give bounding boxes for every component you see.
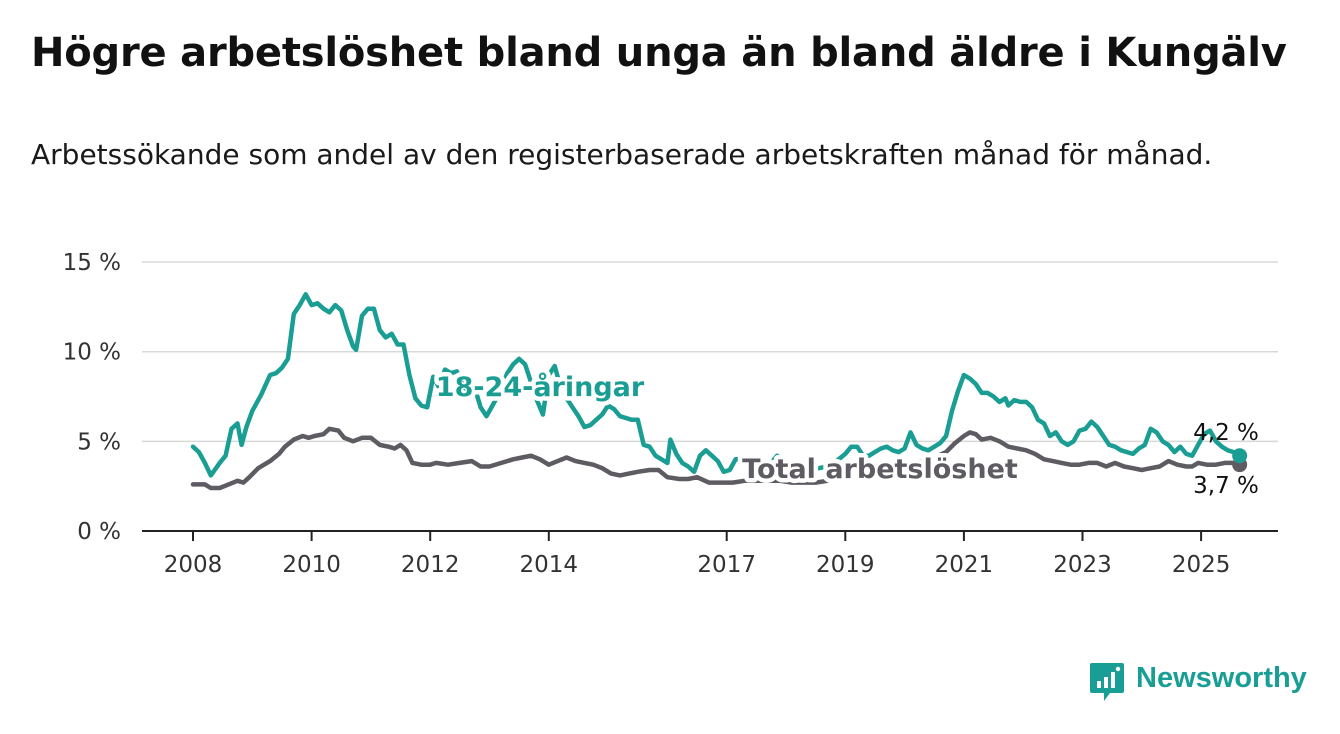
x-tick-label: 2023: [1053, 552, 1112, 578]
x-tick-label: 2012: [401, 552, 460, 578]
x-tick-label: 2021: [935, 552, 994, 578]
end-value-total: 3,7 %: [1193, 473, 1259, 499]
x-tick-label: 2014: [520, 552, 579, 578]
x-tick-label: 2017: [697, 552, 756, 578]
series-total-line: [190, 426, 1242, 491]
y-tick-label: 0 %: [77, 519, 121, 545]
y-tick-label: 10 %: [63, 340, 121, 366]
end-value-18-24: 4,2 %: [1193, 420, 1259, 446]
y-tick-label: 5 %: [77, 429, 121, 455]
newsworthy-logo: Newsworthy: [1088, 658, 1318, 706]
series-label-total-halo: Total arbetslöshet: [742, 454, 1018, 485]
x-tick-label: 2025: [1172, 552, 1231, 578]
x-tick-label: 2019: [816, 552, 875, 578]
grid: [142, 261, 1278, 532]
chart-subtitle: Arbetssökande som andel av den registerb…: [31, 138, 1213, 171]
y-axis: 0 % 5 % 10 % 15 %: [63, 250, 121, 545]
x-tick-label: 2010: [282, 552, 341, 578]
series-label-total: Total arbetslöshet: [742, 454, 1018, 485]
x-tick-label: 2008: [164, 552, 223, 578]
brand-name: Newsworthy: [1136, 662, 1307, 694]
series-18-24-line: [190, 292, 1242, 478]
y-tick-label: 15 %: [63, 250, 121, 276]
line-chart: 0 %5 %10 %15 % 2008 2010 2012 2014 2017 2019 2…: [63, 250, 1278, 578]
chart-title: Högre arbetslöshet bland unga än bland ä…: [31, 30, 1287, 76]
plot-area: [190, 292, 1248, 491]
newsworthy-logo-icon: [1090, 663, 1124, 701]
series-18-24-end-point: [1232, 448, 1248, 464]
x-axis: 2008 2010 2012 2014 2017 2019 2021 2023 2025: [164, 531, 1231, 578]
series-label-18-24-halo: 18-24-åringar: [436, 371, 645, 403]
series-label-18-24: 18-24-åringar: [436, 371, 645, 403]
